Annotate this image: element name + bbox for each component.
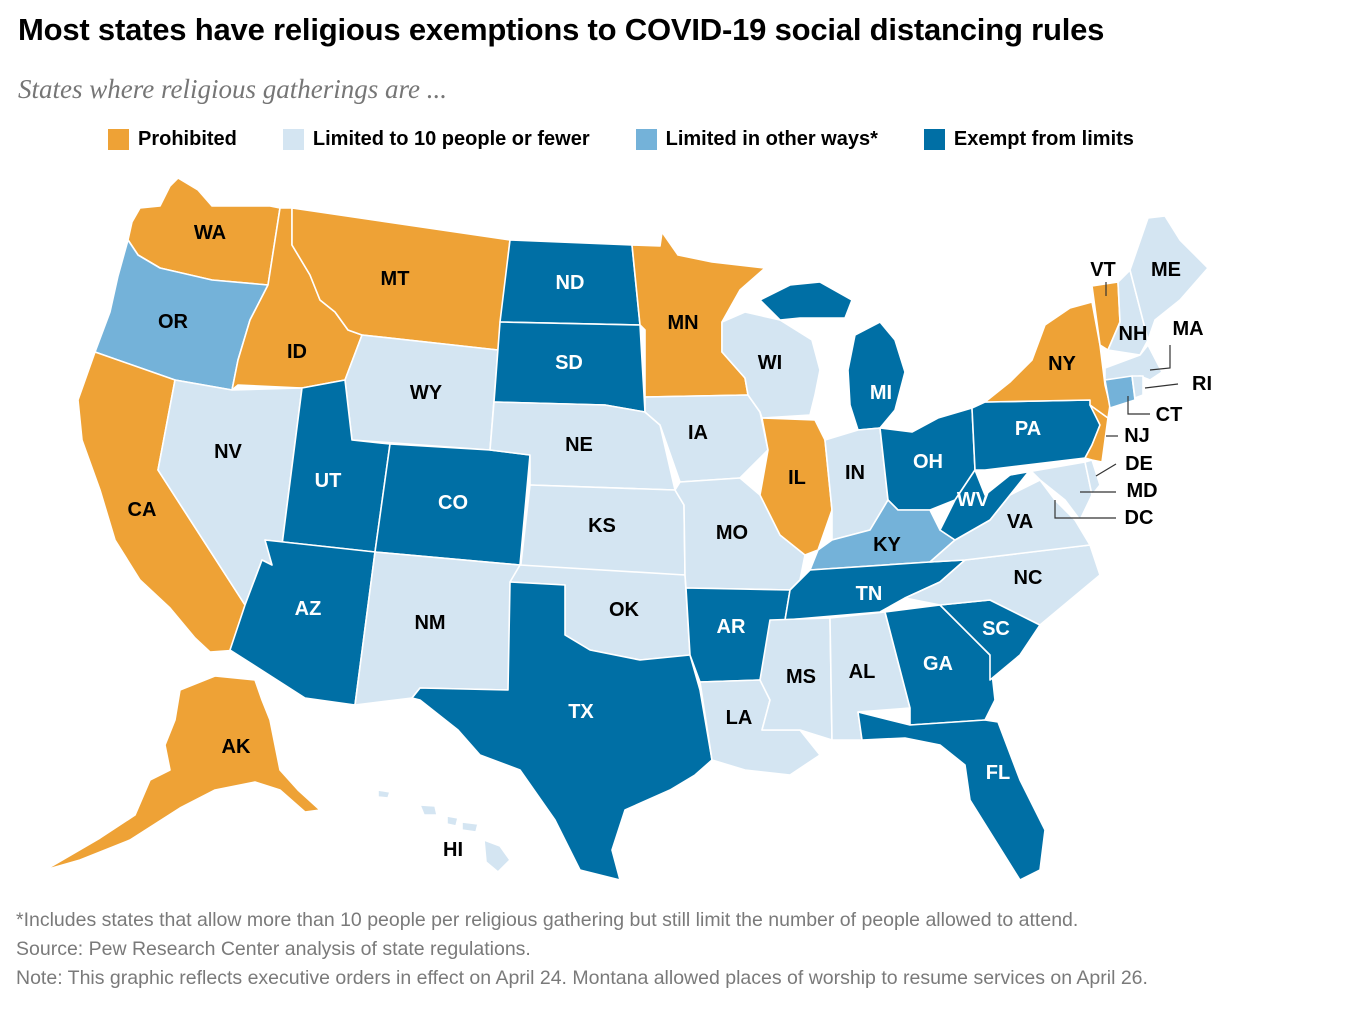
legend-label-prohibited: Prohibited (138, 128, 237, 150)
label-ma: MA (1172, 318, 1203, 340)
chart-subtitle: States where religious gatherings are ..… (18, 74, 447, 104)
label-mo: MO (716, 522, 748, 544)
state-shapes (44, 177, 1209, 881)
label-ny: NY (1048, 353, 1076, 375)
label-ak: AK (222, 736, 251, 758)
label-tn: TN (856, 583, 883, 605)
label-ky: KY (873, 534, 901, 556)
label-wv: WV (957, 489, 990, 511)
label-pa: PA (1015, 418, 1041, 440)
state-ak (44, 675, 321, 871)
label-mi: MI (870, 382, 892, 404)
leader-ct (1127, 396, 1150, 415)
label-il: IL (788, 467, 806, 489)
label-oh: OH (913, 451, 943, 473)
label-me: ME (1151, 259, 1181, 281)
label-or: OR (158, 311, 189, 333)
label-mt: MT (381, 268, 410, 290)
label-dc: DC (1125, 507, 1154, 529)
state-ct (1104, 375, 1136, 409)
label-ut: UT (315, 470, 342, 492)
label-de: DE (1125, 453, 1153, 475)
label-ga: GA (923, 653, 953, 675)
chart-title: Most states have religious exemptions to… (18, 12, 1105, 47)
label-ks: KS (588, 515, 616, 537)
state-nj (1084, 404, 1109, 463)
state-hi (377, 789, 511, 873)
legend-swatch-exempt (923, 129, 945, 150)
label-ar: AR (717, 616, 746, 638)
state-co (374, 443, 531, 566)
state-il (759, 417, 833, 556)
state-de (1084, 459, 1101, 496)
footnote-asterisk: *Includes states that allow more than 10… (16, 909, 1079, 931)
label-nd: ND (556, 272, 585, 294)
label-nh: NH (1119, 323, 1148, 345)
legend-label-limited-10: Limited to 10 people or fewer (312, 128, 590, 150)
label-la: LA (726, 707, 753, 729)
label-al: AL (849, 661, 876, 683)
footnote-note: Note: This graphic reflects executive or… (16, 967, 1148, 989)
label-leader-lines (1054, 282, 1179, 519)
legend-item-exempt: Exempt from limits (923, 128, 1134, 151)
label-ia: IA (688, 422, 708, 444)
leader-ma (1149, 345, 1171, 371)
label-id: ID (287, 341, 307, 363)
legend-item-limited-10: Limited to 10 people or fewer (282, 128, 590, 151)
label-nj: NJ (1124, 425, 1150, 447)
state-nc (904, 544, 1101, 626)
leader-dc (1054, 500, 1116, 519)
label-ct: CT (1156, 404, 1183, 426)
legend-swatch-limited-10 (282, 129, 304, 150)
state-mi (759, 281, 906, 431)
label-wa: WA (194, 222, 226, 244)
label-az: AZ (295, 598, 322, 620)
legend: Prohibited Limited to 10 people or fewer… (108, 128, 1134, 151)
label-ms: MS (786, 666, 816, 688)
label-tx: TX (568, 701, 594, 723)
state-ri (1131, 375, 1144, 399)
label-nv: NV (214, 441, 242, 463)
state-wy (344, 334, 499, 451)
label-ok: OK (609, 599, 640, 621)
state-labels: WA OR CA ID NV MT WY UT AZ CO NM ND SD N… (128, 222, 1212, 861)
legend-label-exempt: Exempt from limits (953, 128, 1134, 150)
label-md: MD (1126, 480, 1157, 502)
label-hi: HI (443, 839, 463, 861)
label-co: CO (438, 492, 468, 514)
label-ca: CA (128, 499, 157, 521)
us-states-map: WA OR CA ID NV MT WY UT AZ CO NM ND SD N… (44, 177, 1212, 881)
label-va: VA (1007, 511, 1033, 533)
legend-label-limited-other: Limited in other ways* (665, 128, 878, 150)
state-tx (411, 581, 713, 881)
label-sd: SD (555, 352, 583, 374)
leader-ri (1144, 383, 1179, 389)
label-nm: NM (414, 612, 445, 634)
label-ne: NE (565, 434, 593, 456)
leader-de (1095, 463, 1117, 477)
label-fl: FL (986, 762, 1010, 784)
state-fl (857, 711, 1046, 881)
label-vt: VT (1090, 259, 1116, 281)
label-sc: SC (982, 618, 1010, 640)
label-wy: WY (410, 382, 443, 404)
label-ri: RI (1192, 373, 1212, 395)
legend-item-limited-other: Limited in other ways* (635, 128, 878, 151)
footnote-source: Source: Pew Research Center analysis of … (16, 938, 531, 960)
legend-swatch-prohibited (108, 129, 129, 150)
label-in: IN (845, 462, 865, 484)
footnotes: *Includes states that allow more than 10… (16, 906, 1356, 993)
legend-item-prohibited: Prohibited (108, 128, 237, 151)
label-wi: WI (758, 352, 782, 374)
label-mn: MN (667, 312, 698, 334)
legend-swatch-limited-other (635, 129, 657, 150)
state-me (1129, 215, 1209, 341)
label-nc: NC (1014, 567, 1043, 589)
